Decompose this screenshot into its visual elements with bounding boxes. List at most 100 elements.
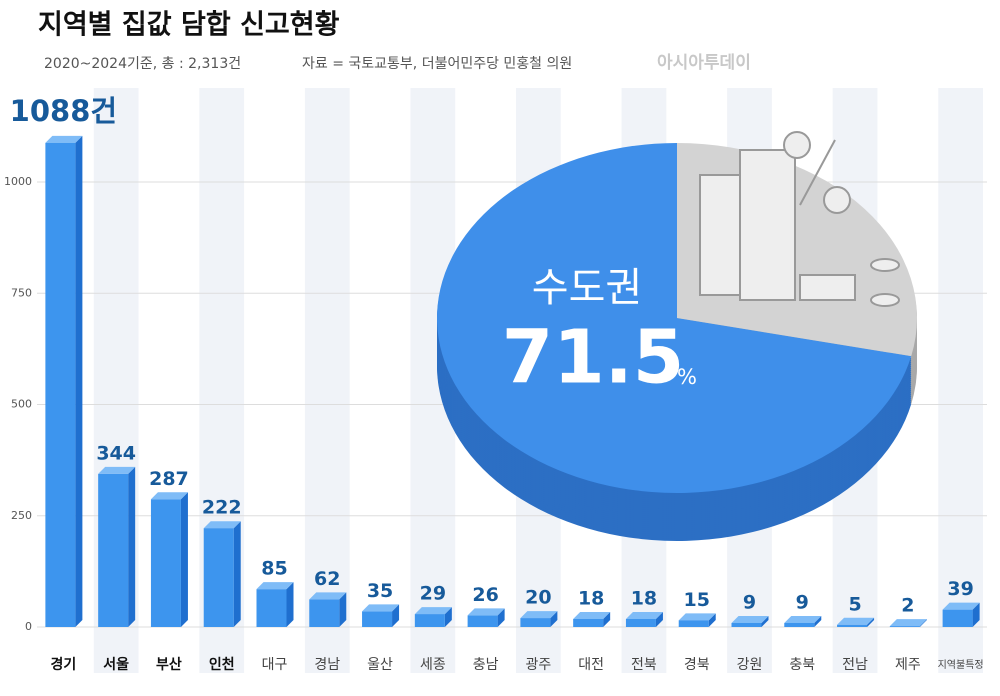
x-tick-label: 지역불특정	[938, 659, 984, 671]
bar	[362, 611, 393, 627]
icon-part	[870, 258, 900, 272]
bar-side	[286, 582, 294, 627]
icon-part	[799, 274, 856, 301]
value-label: 2	[901, 595, 914, 617]
bar	[98, 473, 129, 627]
pie-unit: %	[677, 365, 697, 389]
bar	[784, 622, 815, 627]
value-label: 62	[314, 568, 340, 590]
bar	[520, 618, 551, 627]
x-tick-label: 경남	[314, 657, 340, 673]
bar	[45, 142, 76, 627]
bar-side	[75, 135, 83, 627]
logo: 아시아투데이	[657, 53, 751, 73]
value-label: 344	[96, 442, 136, 464]
value-label: 9	[743, 591, 756, 613]
icon-part	[823, 186, 851, 214]
x-tick-label: 광주	[526, 657, 552, 673]
bar-side	[550, 611, 558, 627]
value-label: 35	[367, 580, 393, 602]
bar-side	[867, 617, 875, 627]
value-label: 5	[848, 593, 861, 615]
pie-label: 수도권	[532, 265, 642, 311]
subtitle: 2020~2024기준, 총 : 2,313건	[44, 56, 241, 72]
bar-side	[233, 521, 241, 627]
bar-top	[889, 619, 927, 627]
x-tick-label: 전북	[631, 657, 657, 673]
bar-side	[972, 602, 980, 627]
value-label: 1088건	[10, 94, 117, 128]
bar-top	[150, 492, 188, 500]
bar	[625, 618, 656, 627]
pie-slice	[437, 143, 912, 493]
source: 자료 = 국토교통부, 더불어민주당 민홍철 의원	[302, 56, 572, 72]
bar	[889, 626, 920, 627]
bar	[467, 615, 498, 627]
icon-part	[739, 149, 796, 301]
bar-side	[339, 592, 347, 627]
bar	[309, 599, 340, 627]
bar	[573, 618, 604, 627]
bar	[150, 499, 181, 627]
bar-top	[467, 608, 505, 616]
value-label: 222	[202, 497, 242, 519]
bar-side	[761, 615, 769, 627]
value-label: 85	[261, 558, 287, 580]
bar-side	[603, 611, 611, 627]
x-tick-label: 부산	[156, 656, 182, 673]
bar-top	[362, 604, 400, 612]
value-label: 287	[149, 468, 189, 490]
x-tick-label: 충북	[789, 657, 815, 673]
bar-top	[520, 611, 558, 619]
bar-top	[256, 582, 294, 590]
value-label: 9	[796, 591, 809, 613]
y-tick-label: 750	[11, 286, 32, 299]
bar	[256, 589, 287, 627]
value-label: 26	[472, 584, 498, 606]
pie-value-label: 71.5	[502, 315, 685, 401]
icon-part	[870, 293, 900, 307]
x-tick-label: 세종	[420, 657, 446, 673]
bar	[678, 620, 709, 627]
x-tick-label: 경기	[51, 656, 77, 673]
bar	[942, 609, 973, 627]
x-tick-label: 강원	[737, 657, 763, 673]
bar	[414, 614, 445, 627]
icon-part	[799, 139, 836, 206]
bar-top	[414, 607, 452, 615]
bar-side	[919, 619, 927, 627]
y-tick-label: 1000	[4, 175, 32, 188]
x-tick-label: 제주	[895, 657, 921, 673]
value-label: 18	[578, 587, 604, 609]
x-tick-label: 대전	[578, 657, 604, 673]
x-tick-label: 경북	[684, 657, 710, 673]
y-tick-label: 0	[25, 620, 32, 633]
bar-side	[392, 604, 400, 627]
x-tick-label: 대구	[262, 657, 288, 673]
bars: 1088건경기344서울287부산222인천85대구62경남35울산29세종26…	[10, 94, 984, 673]
bar	[837, 624, 868, 627]
x-tick-label: 서울	[103, 656, 129, 673]
stripe	[304, 88, 350, 673]
stripe	[938, 88, 983, 673]
bar-top	[678, 613, 716, 621]
bar-top	[573, 611, 611, 619]
bar-side	[655, 611, 663, 627]
y-tick-label: 250	[11, 509, 32, 522]
icon-part	[783, 131, 811, 159]
x-tick-label: 인천	[209, 656, 235, 673]
bar-side	[814, 615, 822, 627]
bar-side	[444, 607, 452, 627]
bar-top	[942, 602, 980, 610]
bar-side	[497, 608, 505, 627]
bar-top	[309, 592, 347, 600]
x-tick-label: 충남	[473, 657, 499, 673]
bar	[203, 528, 234, 627]
bar-side	[180, 492, 188, 627]
bar-top	[784, 615, 822, 623]
y-tick-label: 500	[11, 398, 32, 411]
x-tick-label: 전남	[842, 657, 868, 673]
bar-top	[837, 617, 875, 625]
bar-top	[98, 466, 136, 474]
building-icon	[699, 131, 900, 307]
